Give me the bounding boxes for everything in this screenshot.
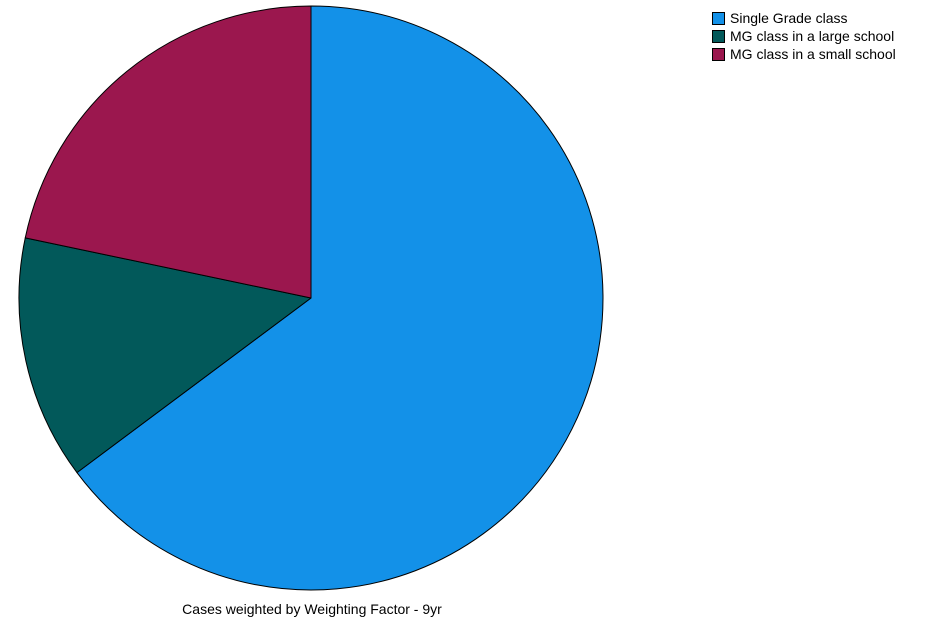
legend-item-mg-small: MG class in a small school	[712, 45, 896, 63]
legend-label-mg-large: MG class in a large school	[730, 28, 895, 44]
legend-swatch-mg-large	[712, 29, 725, 43]
legend-item-single-grade: Single Grade class	[712, 9, 896, 27]
legend-label-single-grade: Single Grade class	[730, 10, 848, 26]
legend-label-mg-small: MG class in a small school	[730, 46, 896, 62]
legend-swatch-single-grade	[712, 11, 725, 25]
legend: Single Grade class MG class in a large s…	[712, 9, 896, 63]
pie-slice-mg-small	[24, 5, 312, 299]
legend-item-mg-large: MG class in a large school	[712, 27, 896, 45]
pie-slice-single-grade	[76, 5, 604, 591]
pie-slice-mg-large	[18, 237, 312, 474]
legend-swatch-mg-small	[712, 47, 725, 61]
chart-footnote: Cases weighted by Weighting Factor - 9yr	[182, 601, 442, 617]
